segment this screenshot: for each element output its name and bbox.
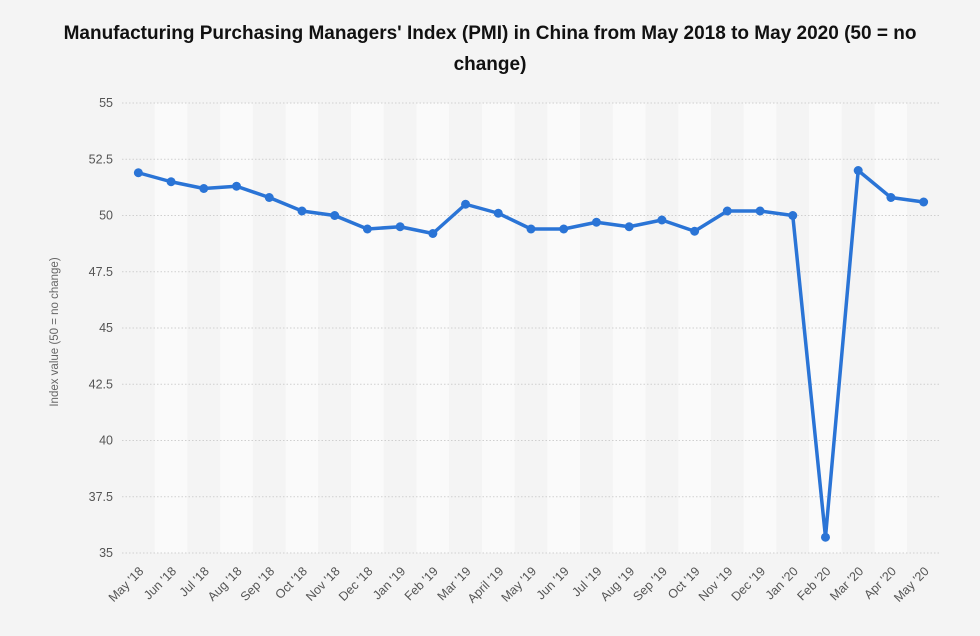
y-tick-label: 40: [99, 434, 113, 448]
x-tick-label: Jan '20: [763, 564, 801, 602]
series-layer: [133, 166, 929, 542]
data-point[interactable]: [166, 177, 176, 187]
data-point[interactable]: [264, 193, 274, 202]
x-tick-label: Jun '19: [534, 564, 572, 602]
x-tick-label: Feb '19: [402, 564, 441, 603]
data-point[interactable]: [133, 168, 143, 178]
data-point[interactable]: [297, 206, 307, 216]
chart-title: Manufacturing Purchasing Managers' Index…: [63, 23, 917, 75]
data-point[interactable]: [330, 211, 340, 220]
category-band: [318, 103, 352, 553]
x-tick-label: Jun '18: [141, 564, 179, 602]
data-point[interactable]: [199, 184, 209, 193]
x-tick-label: Sep '19: [630, 564, 670, 604]
data-point[interactable]: [362, 224, 372, 234]
data-point[interactable]: [886, 193, 896, 202]
category-band: [580, 103, 613, 553]
data-point[interactable]: [559, 224, 569, 234]
x-tick-label: Aug '18: [205, 564, 245, 604]
data-point[interactable]: [722, 206, 732, 216]
data-point[interactable]: [232, 181, 242, 191]
x-tick-label: Aug '19: [598, 564, 638, 604]
data-point[interactable]: [624, 222, 634, 232]
x-tick-label: Dec '18: [336, 564, 376, 604]
category-band: [514, 103, 548, 553]
y-tick-label: 37.5: [89, 490, 113, 504]
data-point[interactable]: [690, 226, 700, 236]
x-tick-label: Sep '18: [238, 564, 278, 604]
x-tick-label: Nov '18: [303, 564, 343, 604]
x-tick-label: April '19: [465, 564, 507, 606]
category-band: [122, 103, 155, 553]
category-band: [874, 103, 908, 553]
y-axis-ticks: 35 37.5 40 42.5 45 47.5 50 52.5 55: [89, 96, 113, 560]
data-point[interactable]: [657, 215, 667, 225]
data-point[interactable]: [461, 199, 471, 209]
data-point[interactable]: [591, 217, 601, 227]
x-tick-label: Feb '20: [794, 564, 833, 603]
background-bands: [122, 103, 940, 553]
y-tick-label: 47.5: [89, 265, 113, 279]
data-point[interactable]: [493, 208, 503, 218]
x-tick-label: Jan '19: [370, 564, 408, 602]
x-tick-label: Dec '19: [729, 564, 769, 604]
x-tick-label: May '19: [499, 564, 540, 605]
y-tick-label: 55: [99, 96, 113, 110]
y-tick-label: 52.5: [89, 152, 113, 166]
data-point[interactable]: [853, 166, 863, 175]
y-axis-label: Index value (50 = no change): [49, 257, 61, 406]
x-tick-label: May '20: [891, 564, 932, 605]
data-point[interactable]: [755, 206, 765, 216]
y-tick-label: 45: [99, 321, 113, 335]
category-band: [416, 103, 450, 553]
data-point[interactable]: [526, 224, 536, 234]
x-tick-label: Nov '19: [696, 564, 736, 604]
category-band: [220, 103, 253, 553]
x-tick-label: May '18: [106, 564, 147, 605]
y-tick-label: 50: [99, 209, 113, 223]
data-point[interactable]: [919, 197, 929, 207]
y-tick-label: 42.5: [89, 377, 113, 391]
data-point[interactable]: [395, 222, 405, 232]
data-point[interactable]: [428, 229, 438, 238]
category-band: [678, 103, 711, 553]
data-point[interactable]: [820, 532, 830, 542]
y-tick-label: 35: [99, 546, 113, 560]
data-point[interactable]: [788, 211, 798, 220]
x-tick-label: Mar '20: [827, 564, 866, 603]
